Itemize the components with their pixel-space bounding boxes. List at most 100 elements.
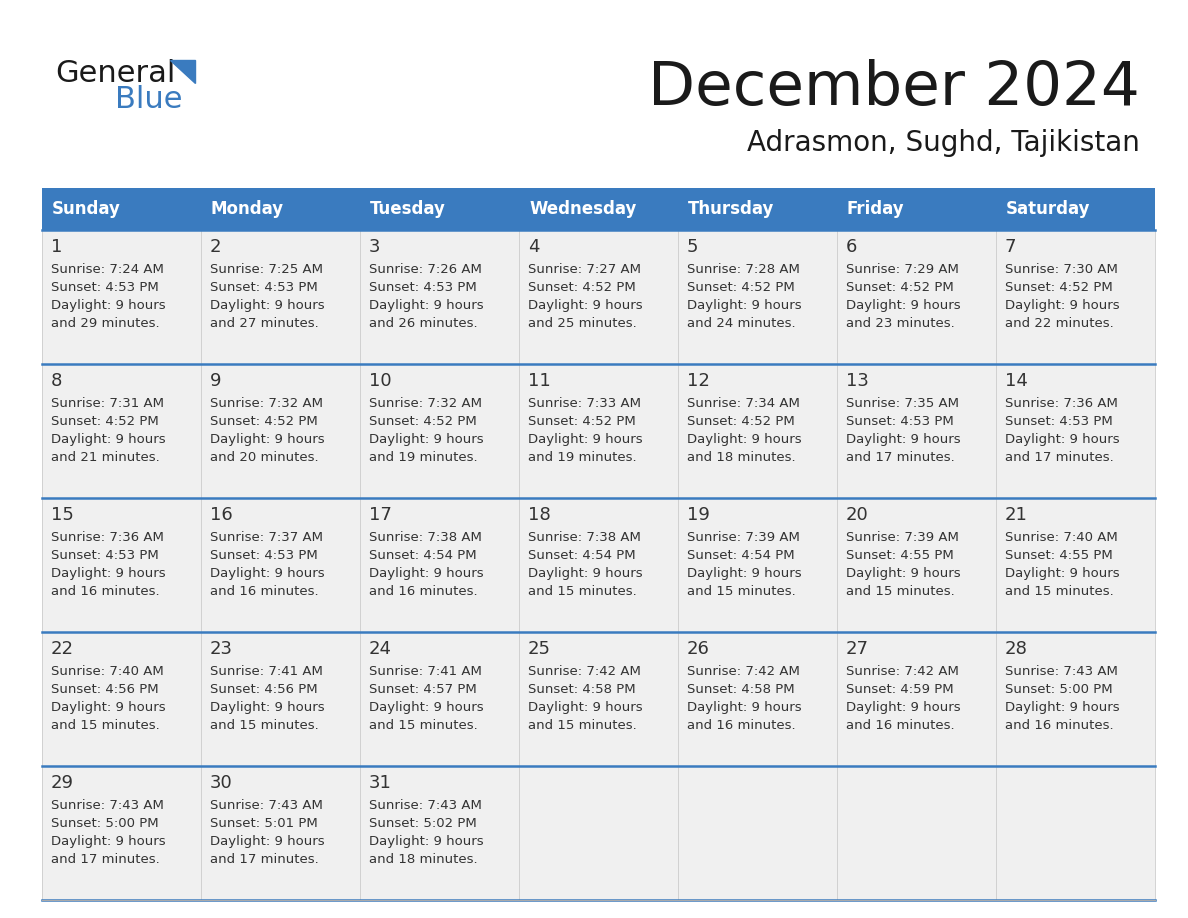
Text: 11: 11 xyxy=(527,372,551,390)
Text: and 15 minutes.: and 15 minutes. xyxy=(210,719,318,732)
Text: Sunset: 4:58 PM: Sunset: 4:58 PM xyxy=(527,683,636,696)
Text: Tuesday: Tuesday xyxy=(369,200,446,218)
Text: Daylight: 9 hours: Daylight: 9 hours xyxy=(369,299,484,312)
Text: and 23 minutes.: and 23 minutes. xyxy=(846,317,955,330)
Text: and 16 minutes.: and 16 minutes. xyxy=(51,585,159,598)
Text: 3: 3 xyxy=(369,238,380,256)
Text: and 17 minutes.: and 17 minutes. xyxy=(51,853,159,866)
Text: and 27 minutes.: and 27 minutes. xyxy=(210,317,318,330)
Text: 7: 7 xyxy=(1005,238,1017,256)
Text: Sunrise: 7:36 AM: Sunrise: 7:36 AM xyxy=(51,531,164,544)
Text: 6: 6 xyxy=(846,238,858,256)
Text: 17: 17 xyxy=(369,506,392,524)
Bar xyxy=(838,364,996,498)
Text: 27: 27 xyxy=(846,640,868,658)
Text: Daylight: 9 hours: Daylight: 9 hours xyxy=(51,701,165,714)
Text: and 15 minutes.: and 15 minutes. xyxy=(1005,585,1114,598)
Text: and 15 minutes.: and 15 minutes. xyxy=(369,719,478,732)
Bar xyxy=(42,188,1155,230)
Text: Daylight: 9 hours: Daylight: 9 hours xyxy=(687,433,802,446)
Text: and 21 minutes.: and 21 minutes. xyxy=(51,451,159,464)
Text: 14: 14 xyxy=(1005,372,1028,390)
Text: and 15 minutes.: and 15 minutes. xyxy=(527,719,637,732)
Text: Daylight: 9 hours: Daylight: 9 hours xyxy=(210,433,324,446)
Text: Sunset: 4:52 PM: Sunset: 4:52 PM xyxy=(687,281,795,294)
Text: December 2024: December 2024 xyxy=(649,59,1140,118)
Text: Sunrise: 7:32 AM: Sunrise: 7:32 AM xyxy=(210,397,323,410)
Bar xyxy=(360,632,519,766)
Text: 29: 29 xyxy=(51,774,74,792)
Bar xyxy=(201,632,360,766)
Bar xyxy=(201,364,360,498)
Text: 15: 15 xyxy=(51,506,74,524)
Text: Saturday: Saturday xyxy=(1006,200,1091,218)
Bar xyxy=(360,230,519,364)
Text: Sunrise: 7:37 AM: Sunrise: 7:37 AM xyxy=(210,531,323,544)
Text: Daylight: 9 hours: Daylight: 9 hours xyxy=(51,835,165,848)
Text: Sunset: 4:56 PM: Sunset: 4:56 PM xyxy=(51,683,159,696)
Text: Sunset: 4:53 PM: Sunset: 4:53 PM xyxy=(846,415,954,428)
Text: Sunset: 4:54 PM: Sunset: 4:54 PM xyxy=(527,549,636,562)
Text: Sunrise: 7:39 AM: Sunrise: 7:39 AM xyxy=(687,531,800,544)
Text: Daylight: 9 hours: Daylight: 9 hours xyxy=(846,567,961,580)
Bar xyxy=(838,632,996,766)
Bar xyxy=(678,230,838,364)
Bar xyxy=(360,498,519,632)
Bar xyxy=(996,632,1155,766)
Text: Daylight: 9 hours: Daylight: 9 hours xyxy=(51,567,165,580)
Text: Sunset: 4:53 PM: Sunset: 4:53 PM xyxy=(1005,415,1113,428)
Text: Daylight: 9 hours: Daylight: 9 hours xyxy=(527,567,643,580)
Text: Sunset: 4:59 PM: Sunset: 4:59 PM xyxy=(846,683,954,696)
Text: and 26 minutes.: and 26 minutes. xyxy=(369,317,478,330)
Bar xyxy=(519,766,678,900)
Text: Daylight: 9 hours: Daylight: 9 hours xyxy=(210,299,324,312)
Text: and 19 minutes.: and 19 minutes. xyxy=(527,451,637,464)
Text: Sunrise: 7:26 AM: Sunrise: 7:26 AM xyxy=(369,263,482,276)
Bar xyxy=(360,364,519,498)
Text: Sunset: 4:53 PM: Sunset: 4:53 PM xyxy=(210,281,317,294)
Text: Sunset: 4:52 PM: Sunset: 4:52 PM xyxy=(1005,281,1113,294)
Text: Sunrise: 7:30 AM: Sunrise: 7:30 AM xyxy=(1005,263,1118,276)
Text: Daylight: 9 hours: Daylight: 9 hours xyxy=(210,567,324,580)
Text: 1: 1 xyxy=(51,238,63,256)
Bar xyxy=(519,498,678,632)
Text: Daylight: 9 hours: Daylight: 9 hours xyxy=(51,433,165,446)
Text: and 16 minutes.: and 16 minutes. xyxy=(210,585,318,598)
Text: 26: 26 xyxy=(687,640,710,658)
Text: and 16 minutes.: and 16 minutes. xyxy=(369,585,478,598)
Text: 21: 21 xyxy=(1005,506,1028,524)
Bar xyxy=(678,632,838,766)
Text: Sunrise: 7:32 AM: Sunrise: 7:32 AM xyxy=(369,397,482,410)
Text: Sunset: 4:53 PM: Sunset: 4:53 PM xyxy=(210,549,317,562)
Text: and 25 minutes.: and 25 minutes. xyxy=(527,317,637,330)
Text: 9: 9 xyxy=(210,372,221,390)
Text: Sunrise: 7:25 AM: Sunrise: 7:25 AM xyxy=(210,263,323,276)
Text: Sunset: 4:53 PM: Sunset: 4:53 PM xyxy=(369,281,476,294)
Bar xyxy=(42,498,201,632)
Text: 12: 12 xyxy=(687,372,710,390)
Text: Sunrise: 7:35 AM: Sunrise: 7:35 AM xyxy=(846,397,959,410)
Text: and 15 minutes.: and 15 minutes. xyxy=(846,585,955,598)
Text: Sunrise: 7:31 AM: Sunrise: 7:31 AM xyxy=(51,397,164,410)
Text: and 15 minutes.: and 15 minutes. xyxy=(527,585,637,598)
Text: 30: 30 xyxy=(210,774,233,792)
Text: and 17 minutes.: and 17 minutes. xyxy=(210,853,318,866)
Text: Wednesday: Wednesday xyxy=(529,200,637,218)
Text: Sunset: 4:52 PM: Sunset: 4:52 PM xyxy=(527,281,636,294)
Text: Sunset: 4:56 PM: Sunset: 4:56 PM xyxy=(210,683,317,696)
Text: Daylight: 9 hours: Daylight: 9 hours xyxy=(210,835,324,848)
Text: 31: 31 xyxy=(369,774,392,792)
Text: Sunrise: 7:39 AM: Sunrise: 7:39 AM xyxy=(846,531,959,544)
Text: Sunrise: 7:24 AM: Sunrise: 7:24 AM xyxy=(51,263,164,276)
Text: 2: 2 xyxy=(210,238,221,256)
Text: Sunrise: 7:43 AM: Sunrise: 7:43 AM xyxy=(1005,665,1118,678)
Text: and 29 minutes.: and 29 minutes. xyxy=(51,317,159,330)
Bar xyxy=(996,766,1155,900)
Text: Sunset: 5:00 PM: Sunset: 5:00 PM xyxy=(1005,683,1113,696)
Text: Daylight: 9 hours: Daylight: 9 hours xyxy=(527,299,643,312)
Text: Daylight: 9 hours: Daylight: 9 hours xyxy=(369,701,484,714)
Text: and 22 minutes.: and 22 minutes. xyxy=(1005,317,1114,330)
Text: and 18 minutes.: and 18 minutes. xyxy=(369,853,478,866)
Text: Sunset: 4:52 PM: Sunset: 4:52 PM xyxy=(210,415,317,428)
Text: Daylight: 9 hours: Daylight: 9 hours xyxy=(687,299,802,312)
